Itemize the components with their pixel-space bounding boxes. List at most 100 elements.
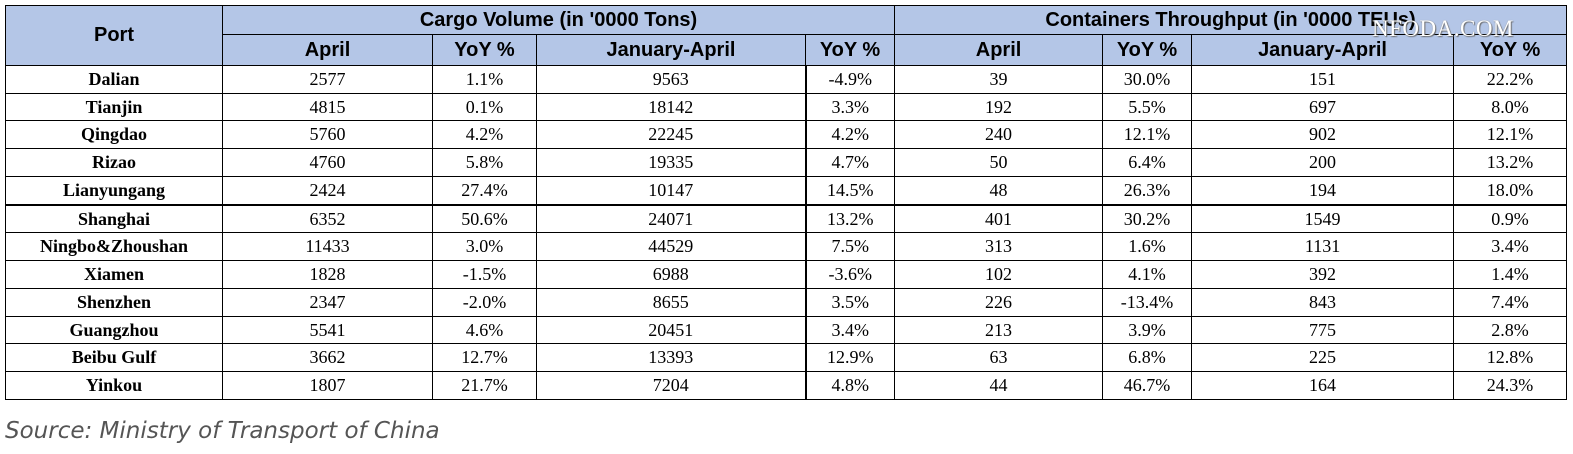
value-cell: 102 bbox=[894, 260, 1104, 289]
value-cell: 50.6% bbox=[432, 203, 537, 234]
value-cell: 6352 bbox=[222, 203, 433, 234]
value-cell: 4760 bbox=[222, 148, 433, 177]
value-cell: 12.1% bbox=[1453, 120, 1568, 150]
value-cell: 226 bbox=[894, 287, 1104, 317]
value-cell: 12.8% bbox=[1453, 343, 1568, 373]
value-cell: 164 bbox=[1191, 371, 1455, 400]
value-cell: 213 bbox=[894, 315, 1104, 345]
subheader-container-april-yoy: YoY % bbox=[1102, 34, 1193, 66]
value-cell: 13393 bbox=[536, 343, 807, 373]
value-cell: 313 bbox=[894, 232, 1104, 262]
table-row: Lianyungang 2424 27.4% 10147 14.5% 48 26.3% 194… bbox=[5, 175, 1568, 206]
port-name-cell: Shenzhen bbox=[5, 287, 223, 317]
table-row: Tianjin 4815 0.1% 18142 3.3% 192 5.5% 697 8.0% bbox=[5, 92, 1568, 122]
value-cell: 843 bbox=[1191, 287, 1455, 317]
value-cell: -2.0% bbox=[432, 287, 537, 317]
value-cell: 4.1% bbox=[1102, 260, 1193, 289]
source-note: Source: Ministry of Transport of China bbox=[5, 418, 440, 444]
value-cell: 775 bbox=[1191, 315, 1455, 345]
value-cell: 7.5% bbox=[804, 232, 896, 262]
value-cell: -13.4% bbox=[1102, 287, 1193, 317]
value-cell: 240 bbox=[894, 120, 1104, 150]
table-row: Xiamen 1828 -1.5% 6988 -3.6% 102 4.1% 392 1.4% bbox=[5, 260, 1568, 289]
value-cell: 3.4% bbox=[1453, 232, 1568, 262]
subheader-cargo-april: April bbox=[222, 34, 433, 66]
value-cell: 4.2% bbox=[804, 120, 896, 150]
value-cell: 225 bbox=[1191, 343, 1455, 373]
value-cell: 4.7% bbox=[804, 148, 896, 177]
value-cell: 44 bbox=[894, 371, 1104, 400]
value-cell: 1807 bbox=[222, 371, 433, 400]
value-cell: -4.9% bbox=[804, 65, 896, 94]
value-cell: 3.5% bbox=[804, 287, 896, 317]
subheader-cargo-april-yoy: YoY % bbox=[432, 34, 537, 66]
value-cell: 11433 bbox=[222, 232, 433, 262]
port-name-cell: Qingdao bbox=[5, 120, 223, 150]
value-cell: 392 bbox=[1191, 260, 1455, 289]
value-cell: 0.1% bbox=[432, 92, 537, 122]
subheader-cargo-jan-apr: January-April bbox=[536, 34, 806, 66]
watermark: NFODA.COM bbox=[1372, 16, 1514, 41]
value-cell: 12.1% bbox=[1102, 120, 1193, 150]
port-throughput-table: Port Cargo Volume (in '0000 Tons) Contai… bbox=[5, 5, 1568, 400]
value-cell: 22.2% bbox=[1453, 65, 1568, 94]
value-cell: 26.3% bbox=[1102, 175, 1193, 206]
table-row: Guangzhou 5541 4.6% 20451 3.4% 213 3.9% 775 2.8% bbox=[5, 315, 1568, 345]
value-cell: 10147 bbox=[536, 175, 807, 206]
value-cell: 6.4% bbox=[1102, 148, 1193, 177]
value-cell: 2424 bbox=[222, 175, 433, 206]
table-row: Rizao 4760 5.8% 19335 4.7% 50 6.4% 200 13.2% bbox=[5, 148, 1568, 177]
value-cell: 12.7% bbox=[432, 343, 537, 373]
cargo-volume-header: Cargo Volume (in '0000 Tons) bbox=[221, 5, 896, 35]
table-row: Ningbo&Zhoushan 11433 3.0% 44529 7.5% 313 1.6%… bbox=[5, 232, 1568, 262]
value-cell: 27.4% bbox=[432, 175, 537, 206]
value-cell: 63 bbox=[894, 343, 1104, 373]
value-cell: 0.9% bbox=[1453, 203, 1568, 234]
port-name-cell: Rizao bbox=[5, 148, 223, 177]
value-cell: 24.3% bbox=[1453, 371, 1568, 400]
value-cell: 1.6% bbox=[1102, 232, 1193, 262]
value-cell: 2.8% bbox=[1453, 315, 1568, 345]
value-cell: 7204 bbox=[536, 371, 807, 400]
value-cell: 44529 bbox=[536, 232, 807, 262]
value-cell: 5541 bbox=[222, 315, 433, 345]
value-cell: 2347 bbox=[222, 287, 433, 317]
table-row: Yinkou 1807 21.7% 7204 4.8% 44 46.7% 164 24.3% bbox=[5, 371, 1568, 400]
value-cell: 194 bbox=[1191, 175, 1455, 206]
value-cell: 1.4% bbox=[1453, 260, 1568, 289]
port-name-cell: Tianjin bbox=[5, 92, 223, 122]
value-cell: -3.6% bbox=[804, 260, 896, 289]
value-cell: 401 bbox=[894, 203, 1104, 234]
value-cell: 46.7% bbox=[1102, 371, 1193, 400]
port-name-cell: Guangzhou bbox=[5, 315, 223, 345]
value-cell: 22245 bbox=[536, 120, 807, 150]
value-cell: 4815 bbox=[222, 92, 433, 122]
value-cell: 50 bbox=[894, 148, 1104, 177]
subheader-cargo-jan-apr-yoy: YoY % bbox=[804, 34, 896, 66]
value-cell: 4.6% bbox=[432, 315, 537, 345]
subheader-container-april: April bbox=[894, 34, 1104, 66]
table-row: Shanghai 6352 50.6% 24071 13.2% 401 30.2% 1549 0… bbox=[5, 203, 1568, 234]
value-cell: 902 bbox=[1191, 120, 1455, 150]
value-cell: 3.4% bbox=[804, 315, 896, 345]
value-cell: 39 bbox=[894, 65, 1104, 94]
value-cell: 1549 bbox=[1191, 203, 1455, 234]
value-cell: 3.0% bbox=[432, 232, 537, 262]
containers-throughput-header: Containers Throughput (in '0000 TEUs) bbox=[894, 5, 1568, 35]
value-cell: 20451 bbox=[536, 315, 807, 345]
value-cell: 151 bbox=[1191, 65, 1455, 94]
value-cell: 30.0% bbox=[1102, 65, 1193, 94]
value-cell: 4.2% bbox=[432, 120, 537, 150]
value-cell: 1131 bbox=[1191, 232, 1455, 262]
value-cell: 7.4% bbox=[1453, 287, 1568, 317]
port-name-cell: Dalian bbox=[5, 65, 223, 94]
value-cell: 1.1% bbox=[432, 65, 537, 94]
value-cell: 48 bbox=[894, 175, 1104, 206]
value-cell: 30.2% bbox=[1102, 203, 1193, 234]
value-cell: 8655 bbox=[536, 287, 807, 317]
value-cell: 3.9% bbox=[1102, 315, 1193, 345]
table-row: Dalian 2577 1.1% 9563 -4.9% 39 30.0% 151 22.2% bbox=[5, 65, 1568, 94]
value-cell: 21.7% bbox=[432, 371, 537, 400]
value-cell: 6988 bbox=[536, 260, 807, 289]
value-cell: 14.5% bbox=[804, 175, 896, 206]
